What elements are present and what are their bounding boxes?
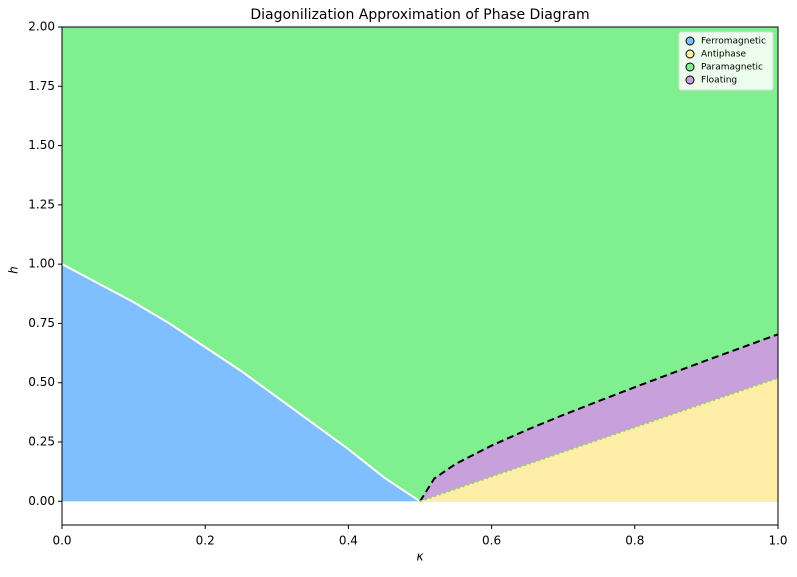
x-tick-label: 0.6: [482, 534, 501, 548]
legend-marker: [685, 49, 695, 59]
x-tick-label: 0.8: [625, 534, 644, 548]
region: [62, 264, 420, 502]
y-tick-label: 0.25: [28, 435, 55, 449]
y-tick-label: 0.75: [28, 316, 55, 330]
legend-label: Ferromagnetic: [701, 37, 766, 47]
phase-boundary: [419, 333, 779, 502]
y-tick-label: 1.50: [28, 138, 55, 152]
x-tick-label: 0.4: [339, 534, 358, 548]
legend-marker: [685, 75, 695, 85]
y-tick-label: 2.00: [28, 20, 55, 34]
legend-label: Floating: [701, 76, 737, 86]
legend-box: [678, 31, 774, 91]
legend-label: Antiphase: [701, 50, 747, 60]
phase-boundary: [419, 377, 779, 503]
legend-marker: [685, 36, 695, 46]
legend-label: Paramagnetic: [701, 63, 763, 73]
y-tick-label: 1.00: [28, 257, 55, 271]
y-tick-label: 1.25: [28, 197, 55, 211]
x-axis-label: κ: [416, 550, 424, 564]
y-tick-label: 1.75: [28, 79, 55, 93]
y-axis-label: h: [7, 266, 21, 274]
x-tick-label: 0.0: [52, 534, 71, 548]
phase-boundary: [61, 263, 421, 503]
region: [420, 377, 778, 502]
chart-title: Diagonilization Approximation of Phase D…: [250, 7, 589, 23]
plot-frame: [61, 26, 779, 526]
y-tick-label: 0.50: [28, 375, 55, 389]
x-tick-label: 1.0: [768, 534, 787, 548]
legend-marker: [685, 62, 695, 72]
y-tick-label: 0.00: [28, 494, 55, 508]
x-tick-label: 0.2: [196, 534, 215, 548]
